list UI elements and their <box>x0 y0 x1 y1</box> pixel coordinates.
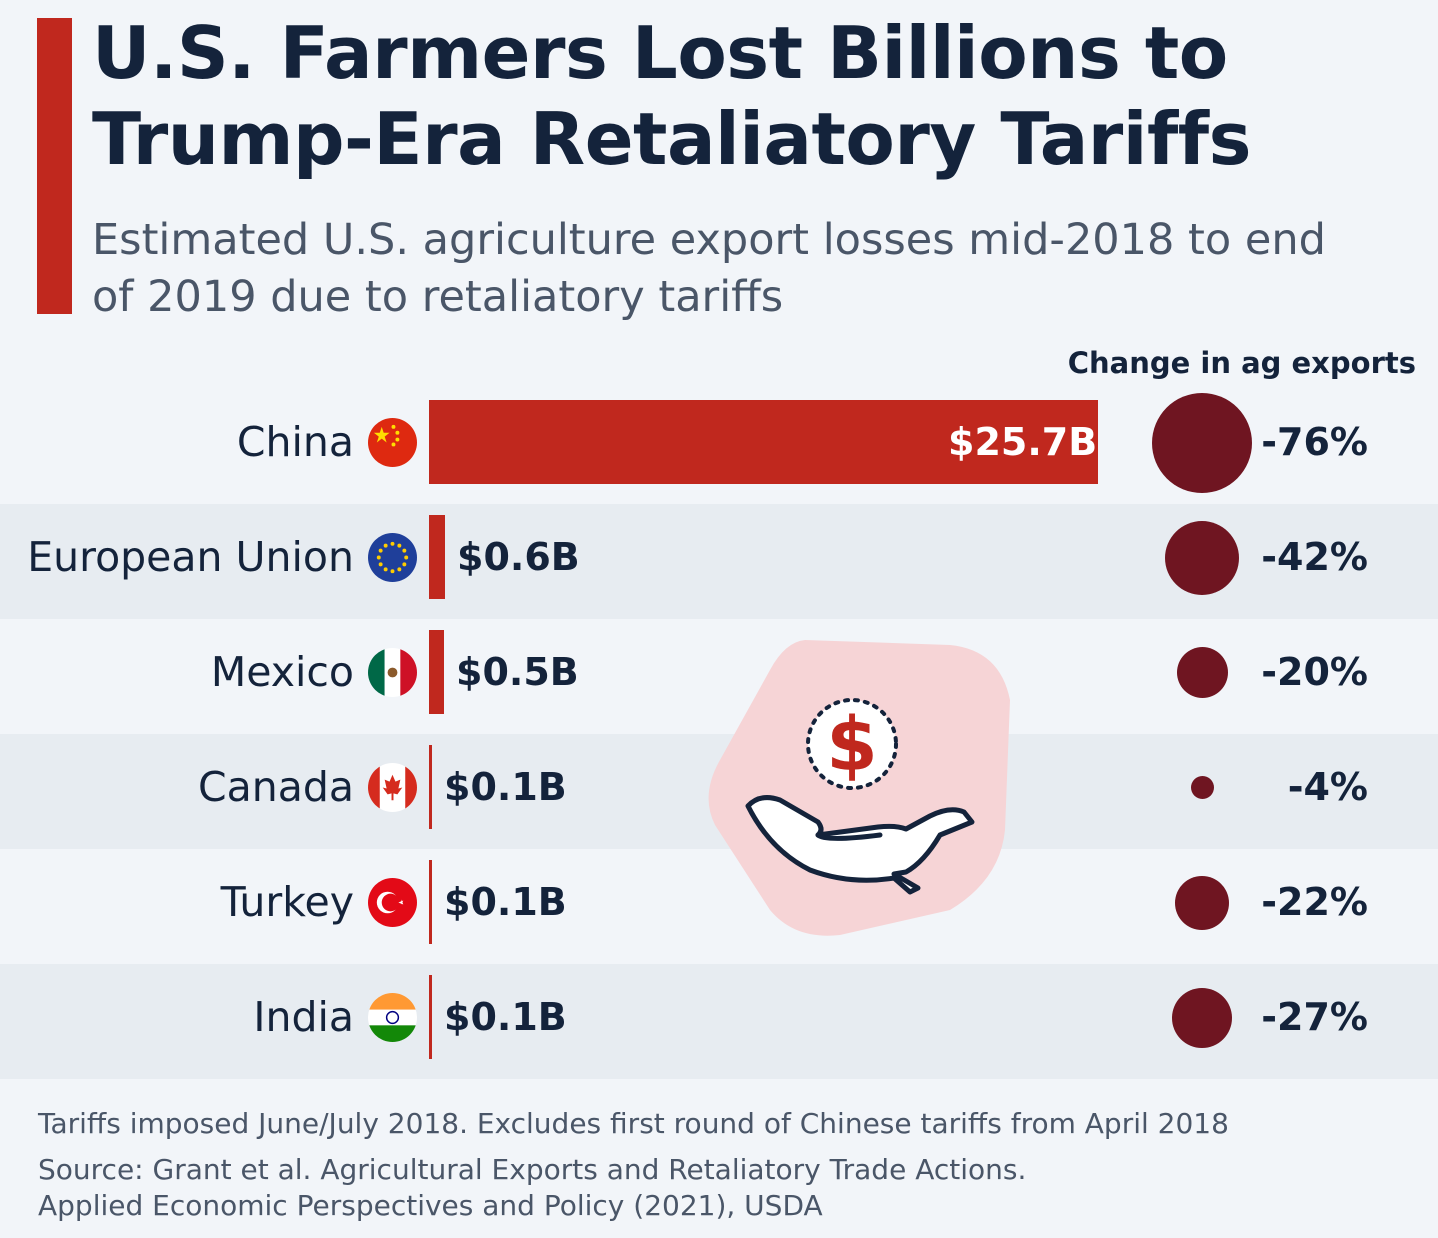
bar-value-label: $0.1B <box>444 879 567 924</box>
country-label: Mexico <box>210 647 354 696</box>
country-label: European Union <box>27 532 354 581</box>
mexico-flag-icon <box>368 647 417 697</box>
bar <box>429 399 1098 484</box>
country-label: India <box>253 992 354 1041</box>
change-bubble <box>1152 392 1252 493</box>
bar-value-label: $0.6B <box>457 534 580 579</box>
title-accent-bar <box>37 18 72 314</box>
change-percent-label: -76% <box>1261 419 1368 464</box>
hand-holding-dollar-icon: $ <box>708 640 1010 936</box>
bar <box>429 629 444 714</box>
bar <box>429 974 432 1059</box>
bar <box>429 514 445 599</box>
change-bubble <box>1190 776 1214 799</box>
india-flag-icon <box>368 992 417 1042</box>
bar-value-label: $0.1B <box>444 994 567 1039</box>
footnote-tariffs: Tariffs imposed June/July 2018. Excludes… <box>38 1107 1229 1140</box>
change-percent-label: -22% <box>1261 879 1368 924</box>
change-percent-label: -42% <box>1261 534 1368 579</box>
chart-subtitle: Estimated U.S. agriculture export losses… <box>92 215 1326 322</box>
china-flag-icon <box>368 417 417 467</box>
bar-value-label: $0.5B <box>456 649 579 694</box>
country-label: Canada <box>197 762 354 811</box>
change-bubble <box>1176 647 1228 698</box>
footnote-source: Source: Grant et al. Agricultural Export… <box>38 1153 1027 1186</box>
footnote-publication: Applied Economic Perspectives and Policy… <box>38 1189 823 1222</box>
country-label: China <box>236 417 354 466</box>
change-bubble <box>1172 987 1232 1048</box>
country-label: Turkey <box>220 877 354 926</box>
bar <box>429 744 432 829</box>
bar-value-label: $25.7B <box>948 419 1098 464</box>
change-bubble <box>1165 520 1239 595</box>
canada-flag-icon <box>368 762 417 812</box>
change-bubble <box>1175 875 1229 930</box>
eu-flag-icon <box>368 532 417 582</box>
change-column-header: Change in ag exports <box>1067 346 1416 380</box>
change-percent-label: -4% <box>1287 764 1368 809</box>
svg-text:$: $ <box>826 702 878 788</box>
change-percent-label: -27% <box>1261 994 1368 1039</box>
bar-value-label: $0.1B <box>444 764 567 809</box>
chart-title: U.S. Farmers Lost Billions to Trump-Era … <box>92 11 1251 181</box>
change-percent-label: -20% <box>1261 649 1368 694</box>
turkey-flag-icon <box>368 877 417 927</box>
bar <box>429 859 432 944</box>
